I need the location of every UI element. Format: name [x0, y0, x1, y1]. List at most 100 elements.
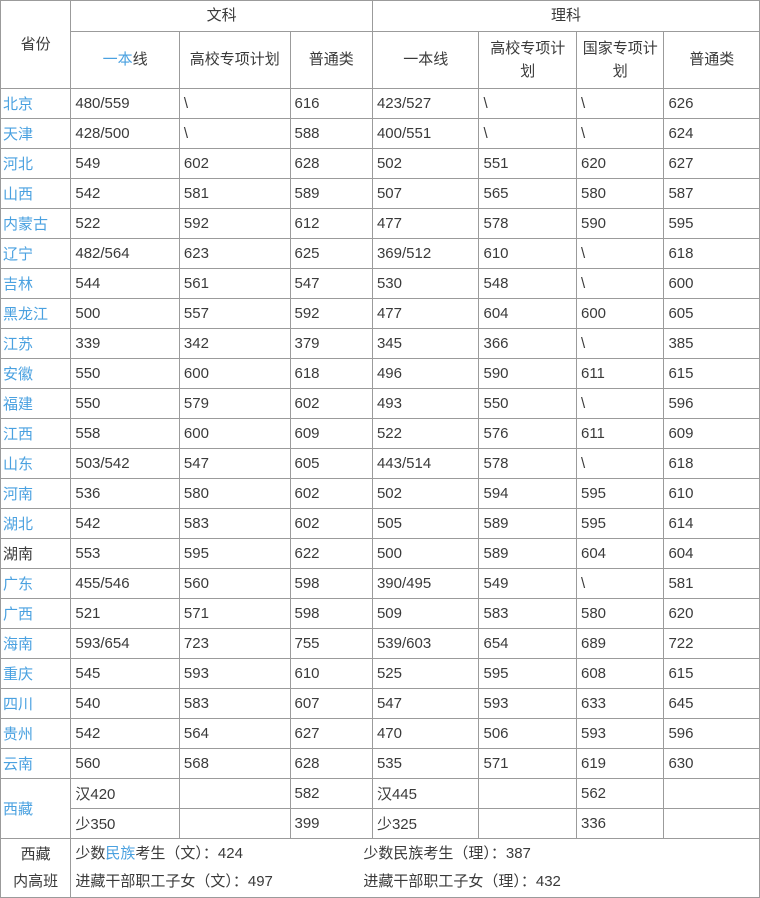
score-cell: 550: [70, 358, 180, 389]
score-cell: 544: [70, 268, 180, 299]
score-cell: 530: [371, 268, 480, 299]
score-cell: 576: [478, 418, 577, 449]
score-cell: 525: [371, 658, 480, 689]
score-cell: 551: [478, 148, 577, 179]
province-cell[interactable]: 河北: [0, 148, 72, 179]
province-cell[interactable]: 天津: [0, 118, 72, 149]
score-cell: \: [575, 238, 665, 269]
score-cell: 535: [371, 748, 480, 779]
score-cell: 399: [289, 808, 373, 839]
score-cell: \: [575, 88, 665, 119]
table-row: 天津 428/500 \ 588 400/551 \ \ 624: [0, 118, 760, 149]
score-cell: 505: [371, 508, 480, 539]
province-cell[interactable]: 贵州: [0, 718, 72, 749]
score-cell: 369/512: [371, 238, 480, 269]
province-cell[interactable]: 黑龙江: [0, 298, 72, 329]
score-cell: 595: [178, 538, 291, 569]
province-cell[interactable]: 福建: [0, 388, 72, 419]
score-cell: 619: [575, 748, 665, 779]
province-cell[interactable]: 安徽: [0, 358, 72, 389]
score-cell: 627: [289, 718, 373, 749]
province-cell[interactable]: 湖北: [0, 508, 72, 539]
score-cell: 509: [371, 598, 480, 629]
score-cell: 545: [70, 658, 180, 689]
score-cell: 542: [70, 178, 180, 209]
score-cell: 582: [289, 778, 373, 809]
province-column-header: 省份: [0, 0, 72, 89]
score-cell: 630: [663, 748, 760, 779]
province-cell[interactable]: 山东: [0, 448, 72, 479]
score-cell: 600: [178, 358, 291, 389]
score-cell: 583: [178, 688, 291, 719]
table-row: 河北 549 602 628 502 551 620 627: [0, 148, 760, 179]
score-cell: 423/527: [371, 88, 480, 119]
province-cell[interactable]: 江西: [0, 418, 72, 449]
score-cell: 503/542: [70, 448, 180, 479]
score-cell: 522: [371, 418, 480, 449]
province-cell[interactable]: 四川: [0, 688, 72, 719]
score-cell: 595: [575, 508, 665, 539]
score-cell: 609: [663, 418, 760, 449]
minority-note-prefix: 少数: [75, 845, 106, 862]
score-cell: 549: [70, 148, 180, 179]
score-cell: \: [478, 88, 577, 119]
score-cell: 547: [178, 448, 291, 479]
minzu-link[interactable]: 民族: [105, 845, 136, 862]
score-cell: [663, 778, 760, 809]
score-cell: 604: [575, 538, 665, 569]
score-cell: 553: [70, 538, 180, 569]
table-row: 山东 503/542 547 605 443/514 578 \ 618: [0, 448, 760, 479]
score-cell: 594: [478, 478, 577, 509]
province-cell[interactable]: 吉林: [0, 268, 72, 299]
score-cell: 755: [289, 628, 373, 659]
score-cell: 608: [575, 658, 665, 689]
score-cell: 366: [478, 328, 577, 359]
score-cell: 589: [289, 178, 373, 209]
province-cell[interactable]: 江苏: [0, 328, 72, 359]
score-cell: 604: [663, 538, 760, 569]
tibet-notes: 少数民族考生（文）：424 进藏干部职工子女（文）：497 少数民族考生（理）：…: [75, 840, 755, 896]
province-cell[interactable]: 云南: [0, 748, 72, 779]
score-cell: 598: [289, 598, 373, 629]
score-cell: 627: [663, 148, 760, 179]
score-cell: 620: [663, 598, 760, 629]
province-cell[interactable]: 内蒙古: [0, 208, 72, 239]
score-cell: 602: [289, 478, 373, 509]
score-cell: 493: [371, 388, 480, 419]
province-cell[interactable]: 广东: [0, 568, 72, 599]
score-cell: 598: [289, 568, 373, 599]
province-cell[interactable]: 重庆: [0, 658, 72, 689]
score-cell: [478, 778, 577, 809]
score-cell: 593: [478, 688, 577, 719]
table-row: 山西 542 581 589 507 565 580 587: [0, 178, 760, 209]
score-cell: 571: [178, 598, 291, 629]
score-cell: 507: [371, 178, 480, 209]
wen-university-special-plan-header: 高校专项计划: [178, 31, 291, 89]
score-cell: 521: [70, 598, 180, 629]
province-cell[interactable]: 广西: [0, 598, 72, 629]
score-cell: 609: [289, 418, 373, 449]
province-cell[interactable]: 山西: [0, 178, 72, 209]
province-cell[interactable]: 北京: [0, 88, 72, 119]
province-cell[interactable]: 辽宁: [0, 238, 72, 269]
province-cell[interactable]: 西藏: [0, 778, 72, 839]
minority-candidates-li-note: 少数民族考生（理）：387: [363, 845, 531, 862]
score-cell: 618: [663, 238, 760, 269]
province-cell[interactable]: 海南: [0, 628, 72, 659]
province-cell[interactable]: 河南: [0, 478, 72, 509]
tibet-neigaoban-label-cell: 西藏 内高班: [0, 838, 72, 898]
first-tier-rest-text: 线: [132, 51, 148, 69]
score-cell: 428/500: [70, 118, 180, 149]
li-national-special-plan-header: 国家专项计划: [575, 31, 665, 89]
score-cell: 580: [178, 478, 291, 509]
wen-first-tier-line-header: 一本线: [70, 31, 180, 89]
score-cell: 342: [178, 328, 291, 359]
score-cell: 588: [289, 118, 373, 149]
score-cell: 626: [663, 88, 760, 119]
score-cell: 547: [371, 688, 480, 719]
first-tier-link-text[interactable]: 一本: [102, 51, 133, 69]
score-cell: [178, 778, 291, 809]
score-cell: 593: [178, 658, 291, 689]
score-cell: 379: [289, 328, 373, 359]
